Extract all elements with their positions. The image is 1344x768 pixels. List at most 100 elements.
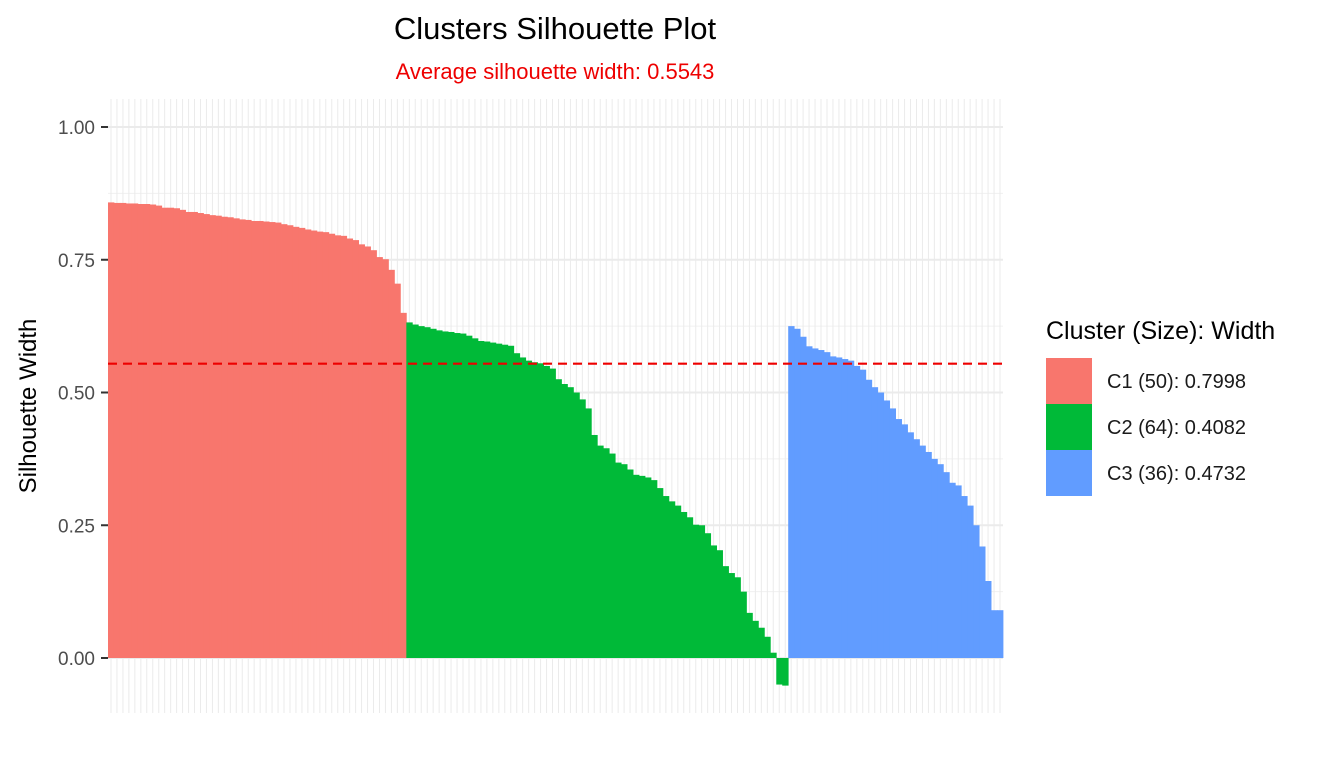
bar-c2-57 [740,591,747,659]
y-tick-label: 0.50 [58,384,95,405]
bar-c3-12 [853,365,861,658]
y-tick-label: 0.25 [58,516,95,537]
y-tick-label: 1.00 [58,118,95,139]
bar-c2-55 [728,573,735,658]
legend-swatch-c3 [1046,450,1092,496]
bar-c3-15 [871,387,879,658]
bar-c2-15 [489,342,497,658]
bar-c3-33 [979,546,986,658]
bar-c1-29 [275,222,282,658]
chart-title: Clusters Silhouette Plot [394,11,717,46]
bar-c2-49 [692,524,700,658]
bar-c2-60 [758,627,765,658]
legend-swatch-c2 [1046,404,1092,450]
bar-c1-5 [131,203,139,658]
bar-c1-23 [239,219,246,658]
bar-c1-32 [292,226,300,658]
bar-c3-19 [895,419,902,658]
bar-c2-26 [555,379,562,658]
bar-c3-28 [949,482,956,658]
bar-c2-10 [460,333,467,658]
bar-c1-46 [376,257,383,658]
bar-c2-56 [734,577,741,658]
bar-c1-16 [197,213,204,658]
bar-c3-25 [931,458,938,659]
bar-c1-4 [125,203,133,658]
chart-subtitle: Average silhouette width: 0.5543 [396,59,715,84]
bar-c3-8 [829,356,837,658]
bar-c2-47 [680,511,688,658]
bar-c2-39 [633,474,640,658]
bar-c1-49 [394,283,401,658]
bar-c1-40 [340,235,348,658]
bar-c1-28 [269,222,276,659]
bar-c3-2 [794,328,801,658]
bar-c1-34 [304,229,312,659]
bar-c3-7 [824,352,831,658]
bar-c2-20 [519,357,527,658]
y-axis: 0.00 0.25 0.50 0.75 1.00 [58,118,108,670]
bar-c2-62 [770,652,777,658]
bar-c2-53 [716,550,723,658]
bar-c2-12 [471,338,479,658]
bar-c2-41 [645,477,652,658]
bar-c1-15 [191,211,198,658]
bar-c3-1 [788,326,795,659]
bar-c1-26 [257,220,264,659]
bar-c1-25 [251,220,258,659]
bar-c1-10 [161,207,169,658]
bar-c2-13 [477,340,485,658]
bar-c3-31 [967,505,974,658]
legend-label-c1: C1 (50): 0.7998 [1107,371,1246,393]
bar-c2-24 [543,365,550,658]
bar-c3-22 [913,439,920,658]
bar-c3-17 [883,400,891,658]
bar-c3-26 [937,464,944,658]
bar-c3-34 [985,581,992,658]
bar-c2-23 [537,363,544,658]
bar-c1-24 [245,219,252,658]
bar-c1-33 [298,227,306,658]
bar-c1-12 [173,208,180,659]
bar-c1-48 [388,269,395,658]
legend-swatch-c1 [1046,358,1092,404]
legend: Cluster (Size): Width C1 (50): 0.7998 C2 … [1046,317,1275,496]
bar-c1-42 [352,240,359,658]
bar-c1-36 [316,231,324,659]
bar-c2-25 [549,368,556,658]
bar-c1-21 [227,217,234,658]
bar-c1-7 [143,204,151,658]
bar-c3-36 [997,610,1004,658]
bar-c1-11 [167,207,175,658]
bar-c2-11 [466,335,473,658]
bar-c2-7 [442,331,449,658]
y-tick-label: 0.00 [58,649,95,670]
bar-c2-22 [531,362,538,658]
bar-c1-44 [364,246,371,658]
bar-c2-40 [639,475,646,658]
bar-c2-9 [454,333,461,658]
bar-c3-18 [889,408,896,658]
bar-c2-1 [406,322,413,658]
bar-c1-13 [179,209,186,658]
bar-c1-30 [281,224,288,659]
bar-c2-34 [603,448,610,658]
bar-c2-54 [722,566,729,658]
bar-c1-38 [328,233,336,659]
bar-c2-63 [776,658,783,685]
bar-c2-42 [650,480,658,658]
bar-c3-14 [865,379,873,658]
bars-group [108,202,1004,686]
bar-c1-37 [322,232,330,658]
bar-c2-30 [579,399,586,658]
bar-c2-5 [430,328,437,658]
bar-c2-19 [513,353,521,658]
bar-c2-52 [710,545,717,658]
bar-c2-32 [591,434,598,658]
bar-c1-45 [370,250,377,658]
bar-c1-17 [203,214,210,658]
bar-c3-6 [818,350,825,658]
bar-c2-17 [501,344,509,658]
bar-c3-24 [925,451,932,658]
